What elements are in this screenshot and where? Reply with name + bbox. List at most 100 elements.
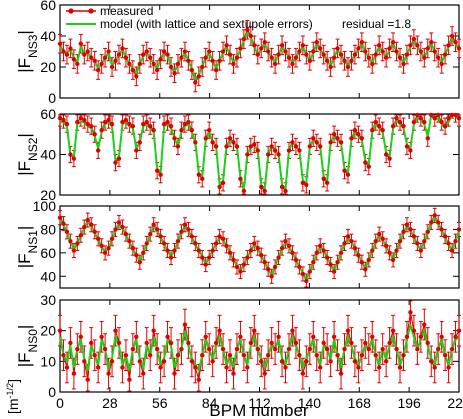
measured-point	[356, 132, 361, 137]
measured-point	[321, 248, 326, 253]
measured-point	[387, 250, 392, 256]
measured-point	[276, 255, 281, 260]
measured-point	[297, 264, 302, 270]
measured-point	[415, 241, 420, 246]
measured-point	[300, 43, 306, 48]
measured-point	[345, 172, 351, 177]
x-tick-label: 28	[102, 395, 118, 411]
measured-point	[61, 117, 66, 123]
y-axis-label: |FNS3|	[15, 30, 40, 73]
measured-point	[425, 46, 430, 51]
measured-point	[272, 346, 278, 352]
measured-point	[144, 119, 149, 125]
measured-point	[311, 136, 316, 141]
x-tick-label: 168	[348, 395, 372, 411]
measured-point	[418, 49, 424, 54]
measured-point	[397, 119, 403, 125]
measured-point	[446, 115, 451, 121]
legend-model-label: model (with lattice and sextupole errors…	[100, 17, 313, 31]
measured-point	[356, 365, 361, 370]
measured-point	[89, 123, 94, 129]
measured-point	[158, 57, 163, 62]
measured-point	[415, 346, 420, 352]
measured-point	[206, 255, 212, 260]
measured-point	[418, 115, 424, 121]
measured-point	[338, 140, 344, 145]
measured-point	[182, 49, 188, 54]
y-tick-label: 10	[40, 353, 56, 369]
measured-point	[68, 152, 73, 157]
measured-point	[200, 176, 205, 181]
measured-point	[134, 74, 139, 79]
measured-point	[311, 260, 316, 265]
y-tick-label: 60	[40, 0, 56, 13]
measured-point	[113, 160, 118, 165]
measured-point	[92, 132, 97, 137]
measured-point	[241, 36, 247, 42]
measured-point	[64, 52, 70, 57]
measured-point	[141, 121, 146, 127]
measured-point	[224, 144, 229, 149]
y-tick-label: 60	[40, 106, 56, 122]
measured-point	[248, 340, 254, 346]
measured-point	[276, 52, 281, 57]
measured-point	[432, 213, 437, 218]
measured-point	[144, 241, 149, 246]
measured-point	[432, 49, 437, 54]
measured-point	[255, 52, 260, 57]
measured-point	[200, 255, 205, 260]
measured-point	[321, 52, 326, 57]
measured-point	[213, 241, 219, 246]
measured-point	[193, 241, 198, 246]
measured-point	[109, 236, 115, 241]
measured-point	[89, 340, 94, 346]
measured-point	[182, 121, 188, 127]
measured-point	[113, 58, 118, 63]
measured-point	[352, 359, 358, 364]
measured-point	[252, 142, 257, 147]
measured-point	[241, 188, 247, 194]
measured-point	[345, 234, 351, 239]
model-series-line	[59, 215, 460, 283]
measured-point	[200, 64, 205, 70]
measured-point	[272, 61, 278, 67]
measured-point	[179, 229, 184, 234]
measured-point	[456, 328, 462, 333]
measured-point	[435, 55, 441, 60]
legend-measured-marker	[88, 8, 94, 14]
measured-point	[453, 334, 458, 339]
measured-point	[314, 40, 319, 45]
y-tick-label: 40	[40, 147, 56, 163]
measured-point	[82, 117, 87, 123]
measured-point	[217, 328, 222, 333]
measured-point	[411, 36, 417, 42]
measured-point	[161, 241, 167, 246]
measured-point	[193, 365, 198, 370]
measured-point	[352, 52, 358, 57]
measured-point	[78, 41, 84, 46]
measured-point	[342, 346, 347, 352]
measured-point	[345, 64, 351, 70]
measured-point	[259, 184, 264, 190]
measured-point	[227, 353, 233, 358]
measured-point	[293, 144, 299, 149]
measured-point	[449, 346, 455, 352]
units-label: [m-1/2]	[5, 379, 21, 414]
measured-point	[68, 340, 73, 346]
measured-point	[408, 43, 413, 48]
measured-point	[186, 119, 191, 125]
measured-point	[390, 257, 396, 263]
measured-point	[328, 262, 333, 267]
measured-point	[401, 123, 406, 129]
measured-point	[165, 52, 170, 57]
measured-point	[182, 222, 188, 227]
measured-point	[338, 371, 344, 376]
measured-point	[449, 112, 455, 118]
measured-point	[394, 49, 399, 54]
measured-point	[307, 269, 313, 274]
measured-point	[116, 220, 122, 225]
measured-point	[366, 346, 371, 352]
measured-point	[290, 328, 295, 333]
measured-point	[234, 144, 240, 149]
